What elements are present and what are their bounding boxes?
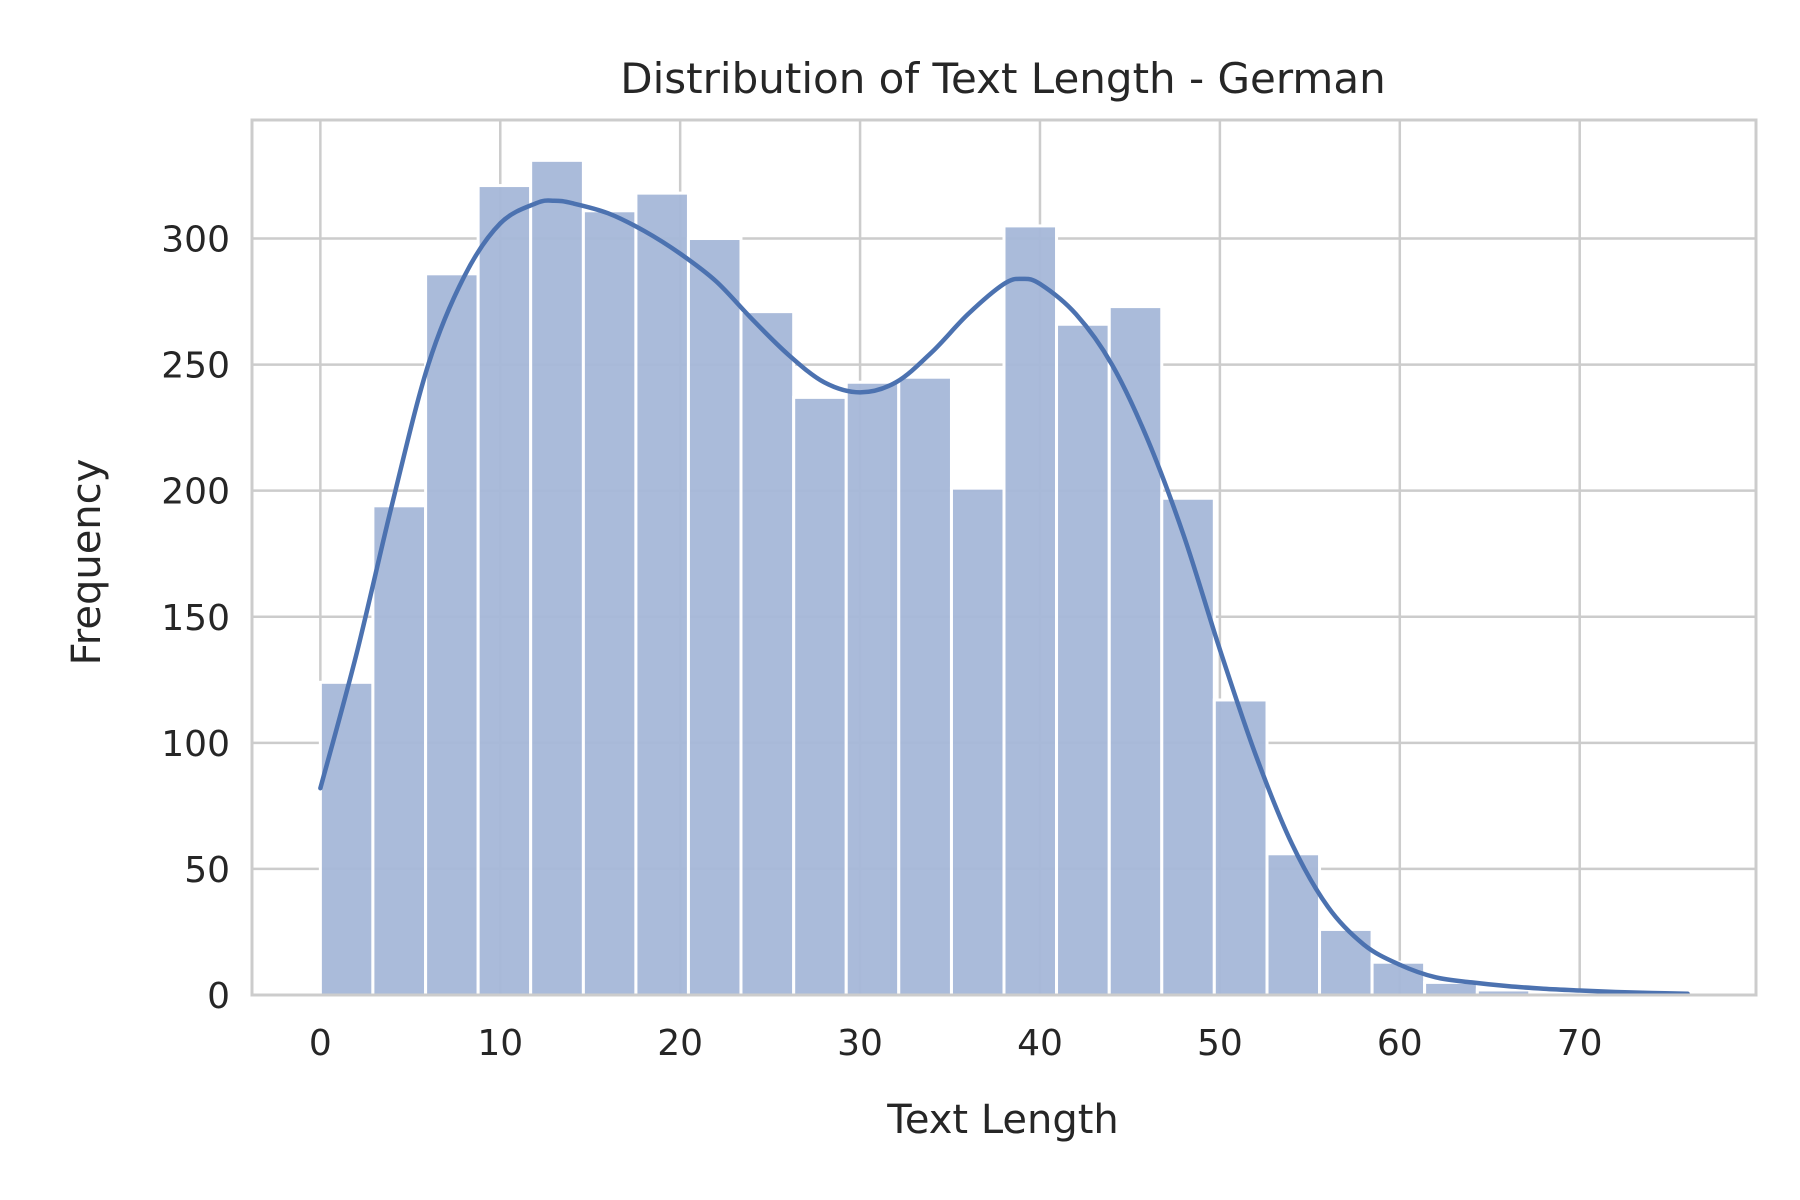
histogram-bar xyxy=(634,191,690,997)
histogram-bar xyxy=(318,680,375,997)
y-tick-label: 150 xyxy=(161,598,230,639)
histogram-bar xyxy=(476,184,533,997)
y-axis-label: Frequency xyxy=(64,459,110,666)
histogram-bar xyxy=(739,310,796,997)
histogram-bar xyxy=(1370,960,1427,997)
histogram-bar xyxy=(424,272,480,997)
kde-curve xyxy=(318,198,1690,996)
histogram-bar xyxy=(1318,927,1374,997)
y-tick-label: 300 xyxy=(161,220,230,261)
x-tick-label: 20 xyxy=(657,1023,703,1064)
y-tick-label: 250 xyxy=(161,346,230,387)
histogram-bar xyxy=(897,375,953,997)
y-tick-label: 200 xyxy=(161,472,230,513)
histogram-bar xyxy=(1002,224,1059,997)
histogram-bar xyxy=(529,158,585,997)
y-tick-labels: 0 50 100 150 200 250 300 xyxy=(161,220,230,1017)
plot-frame xyxy=(250,118,1758,997)
y-tick-label: 50 xyxy=(184,850,230,891)
x-tick-label: 50 xyxy=(1197,1023,1243,1064)
histogram-bar xyxy=(792,395,848,997)
histogram-bars xyxy=(318,158,1690,997)
histogram-bar xyxy=(1265,852,1322,997)
x-tick-labels: 0 10 20 30 40 50 60 70 xyxy=(309,1023,1603,1064)
x-tick-label: 10 xyxy=(477,1023,523,1064)
histogram-bar xyxy=(1055,322,1111,997)
histogram-bar xyxy=(844,380,901,997)
histogram-bar xyxy=(1160,496,1216,997)
x-tick-label: 30 xyxy=(837,1023,883,1064)
chart-title: Distribution of Text Length - German xyxy=(620,54,1385,103)
y-tick-label: 0 xyxy=(207,976,230,1017)
histogram-bar xyxy=(686,237,743,997)
kde-curve-group xyxy=(318,198,1690,996)
x-tick-label: 0 xyxy=(309,1023,332,1064)
x-axis-label: Text Length xyxy=(886,1097,1119,1143)
histogram-bar xyxy=(1212,698,1269,997)
x-tick-label: 70 xyxy=(1557,1023,1603,1064)
histogram-bar xyxy=(371,504,428,997)
histogram-bar xyxy=(581,209,638,997)
x-tick-label: 60 xyxy=(1377,1023,1423,1064)
x-tick-label: 40 xyxy=(1017,1023,1063,1064)
histogram-bar xyxy=(949,486,1006,997)
y-tick-label: 100 xyxy=(161,724,230,765)
